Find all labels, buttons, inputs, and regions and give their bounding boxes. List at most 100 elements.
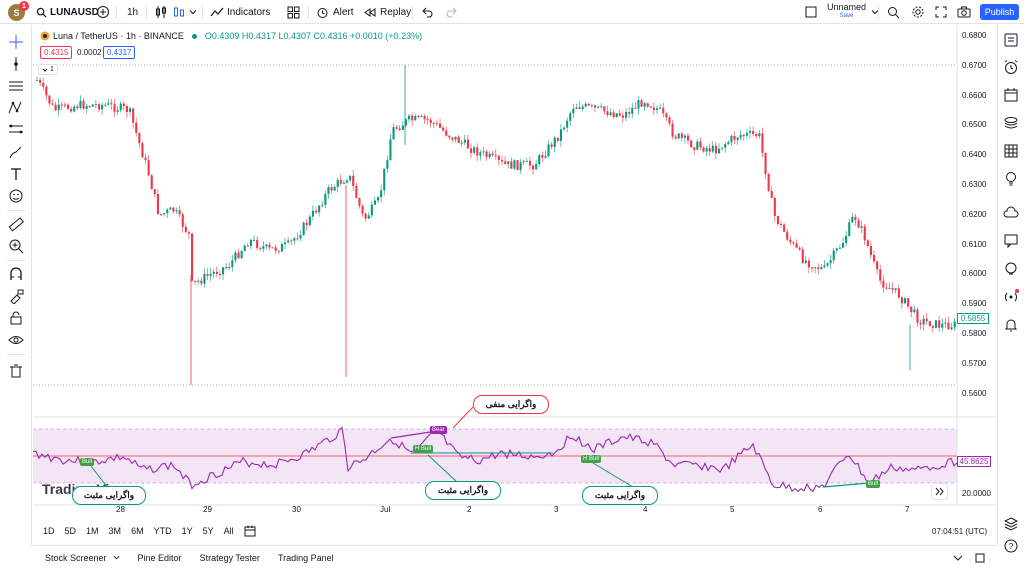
candle-body [587,103,590,106]
clock-label[interactable]: 07:04:51 (UTC) [932,527,988,536]
candle-body [863,226,866,241]
candle-body [714,145,717,154]
price-chart-svg[interactable] [33,25,997,545]
layers-icon[interactable] [1003,115,1019,131]
ruler-icon[interactable] [8,216,24,232]
negative-divergence-callout: واگرایی منفی [473,395,549,414]
calendar-icon[interactable] [1003,87,1019,103]
candle-body [215,271,218,274]
zoom-in-icon[interactable] [8,238,24,254]
horizontal-lines-icon[interactable] [8,78,24,94]
callout-pointer-positive-2 [427,454,459,484]
price-tick-label: 0.6000 [962,269,987,279]
candle-body [950,327,953,330]
settings-button[interactable] [911,0,925,24]
collapse-panel-icon[interactable] [953,553,963,563]
brush-icon[interactable] [8,144,24,160]
candle-body [845,236,848,243]
watchlist-icon[interactable] [1003,32,1019,48]
candle-body [395,127,398,129]
tab-strategy-tester[interactable]: Strategy Tester [199,552,260,563]
range-button-1m[interactable]: 1M [86,526,99,536]
time-tick-label: 4 [643,505,648,514]
grid-icon[interactable] [1003,143,1019,159]
chart-area[interactable]: Trading View Bear H Bull H Bull Bull Bul… [33,25,997,545]
rsi-line [33,426,958,493]
crosshair-icon[interactable] [8,34,24,50]
layout-templates-button[interactable] [287,0,300,24]
range-button-3m[interactable]: 3M [108,526,122,536]
scroll-to-realtime-button[interactable] [931,483,948,500]
chart-type-button[interactable] [172,0,186,24]
interval-button[interactable]: 1h [127,6,139,18]
candle-body [702,147,705,152]
candle-body [739,135,742,138]
candle-body [284,242,287,245]
compare-symbol-button[interactable] [96,0,110,24]
object-tree-icon[interactable] [1003,516,1019,532]
range-button-1d[interactable]: 1D [43,526,55,536]
lock-drawing-icon[interactable] [8,288,24,304]
goto-date-icon[interactable] [244,525,256,537]
sell-price-box[interactable]: 0.4315 [40,46,73,59]
candle-body [838,247,841,249]
pane-collapse-button[interactable]: 1 [38,64,58,75]
help-icon[interactable]: ? [1003,538,1019,554]
tab-trading-panel[interactable]: Trading Panel [277,552,334,563]
tab-stock-screener[interactable]: Stock Screener [45,552,107,563]
publish-button[interactable]: Publish [980,4,1019,20]
bell-icon[interactable] [1003,317,1019,333]
candle-body [683,135,686,138]
bar-style-button[interactable] [154,0,168,24]
range-button-5y[interactable]: 5Y [202,526,214,536]
magnet-icon[interactable] [8,266,24,282]
candle-body [559,129,562,141]
range-button-all[interactable]: All [223,526,234,536]
chart-type-dropdown[interactable] [189,0,197,24]
ideas-icon[interactable] [1003,261,1019,277]
candle-body [823,265,826,268]
tab-pine-editor[interactable]: Pine Editor [137,552,182,563]
notification-badge: 1 [19,1,29,11]
lock-icon[interactable] [8,310,24,326]
trend-line-icon[interactable] [8,56,24,72]
candle-body [36,79,39,81]
range-button-1y[interactable]: 1Y [181,526,193,536]
maximize-panel-icon[interactable] [975,553,985,563]
broadcast-icon[interactable] [1003,289,1019,305]
chat-icon[interactable] [1003,233,1019,249]
alert-button[interactable]: Alert [316,0,354,24]
fib-icon[interactable] [8,122,24,138]
undo-button[interactable] [421,0,433,24]
snapshot-button[interactable] [957,0,971,24]
indicators-button[interactable]: Indicators [210,0,270,24]
divergence-connector-bear [390,430,438,439]
replay-button[interactable]: Replay [364,0,411,24]
pattern-icon[interactable] [8,100,24,116]
symbol-search[interactable]: LUNAUSD [36,0,99,24]
quick-search-button[interactable] [887,0,900,24]
rsi-value-label: 45.8625 [957,456,991,467]
candle-body [547,144,550,157]
alarm-clock-icon[interactable] [1003,59,1019,75]
user-avatar[interactable]: S 1 [8,1,29,21]
redo-button[interactable] [446,0,458,24]
candle-body [795,243,798,248]
range-button-6m[interactable]: 6M [131,526,144,536]
cloud-icon[interactable] [1003,205,1019,221]
fullscreen-button[interactable] [935,0,947,24]
layout-save-menu[interactable]: Unnamed Save [805,0,879,24]
buy-price-box[interactable]: 0.4317 [103,46,136,59]
range-button-5d[interactable]: 5D [64,526,77,536]
candle-body [163,213,166,215]
trash-icon[interactable] [8,363,24,379]
candle-body [482,151,485,153]
candle-body [463,139,466,143]
range-button-ytd[interactable]: YTD [153,526,172,536]
chevron-down-icon[interactable] [113,554,120,561]
text-icon[interactable] [8,166,24,182]
eye-icon[interactable] [8,332,24,348]
lightbulb-icon[interactable] [1003,171,1019,187]
legend-title[interactable]: Luna / TetherUS · 1h · BINANCE [53,31,184,41]
emoji-icon[interactable] [8,188,24,204]
